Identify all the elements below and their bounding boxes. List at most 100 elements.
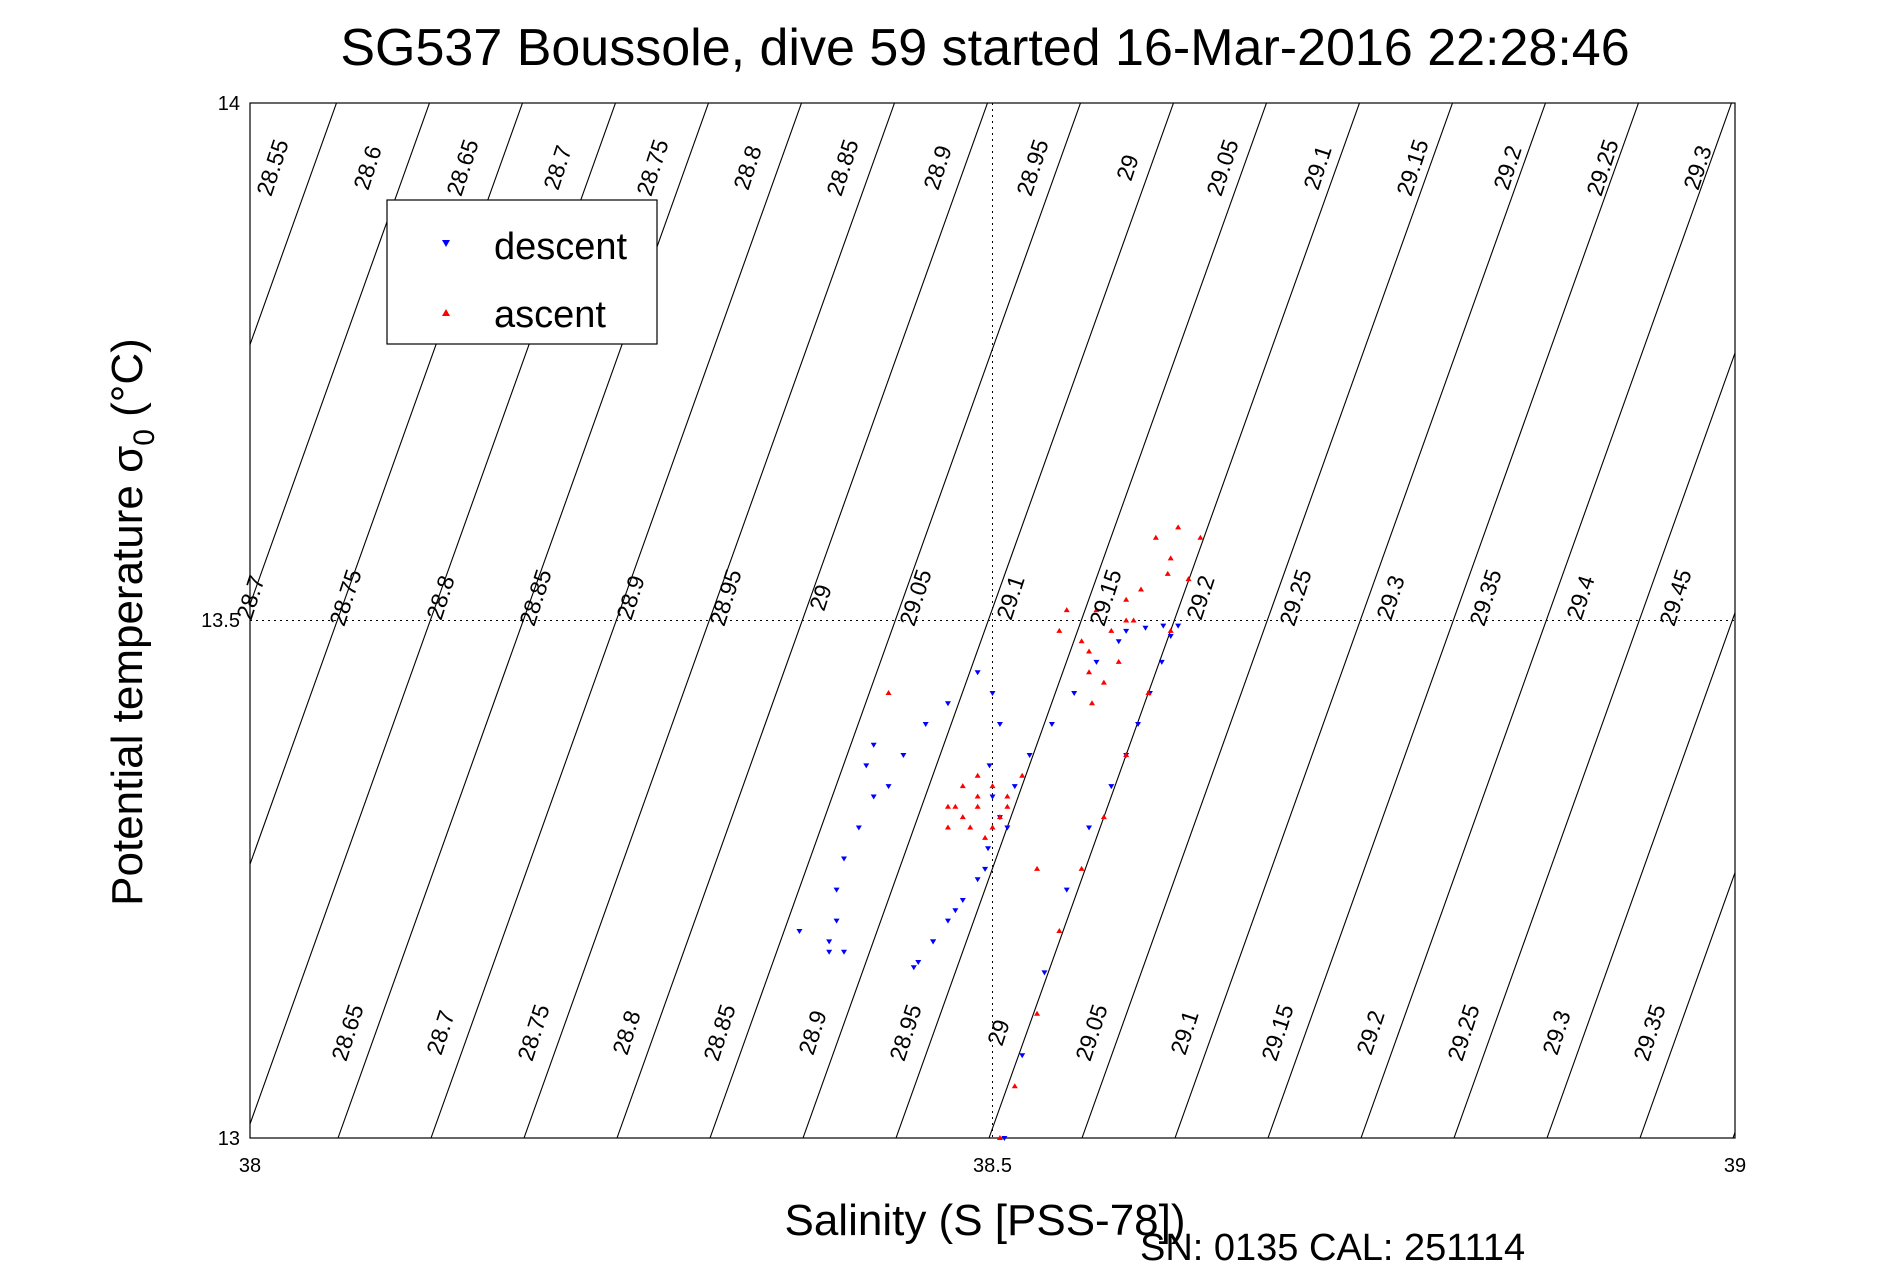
- contour-label: 28.7: [231, 572, 270, 623]
- descent-point: [1135, 722, 1142, 727]
- ascent-point: [1123, 617, 1130, 623]
- descent-point: [974, 670, 981, 676]
- descent-point: [982, 866, 989, 872]
- descent-point: [1011, 784, 1018, 790]
- isopycnal-line: [616, 103, 989, 1138]
- contour-label: 28.65: [326, 1001, 369, 1064]
- descent-point: [1175, 623, 1182, 629]
- isopycnal-line: [895, 103, 1268, 1138]
- contour-label: 29: [804, 581, 837, 613]
- descent-point: [796, 929, 803, 934]
- contour-label: 28.85: [514, 566, 557, 629]
- contour-label: 29.35: [1464, 566, 1507, 629]
- contour-label: 29.25: [1442, 1001, 1485, 1064]
- descent-point: [996, 722, 1003, 727]
- plot-area: [249, 102, 1736, 1141]
- ascent-point: [1011, 1083, 1018, 1089]
- ascent-point: [1100, 814, 1107, 820]
- contour-label: 29.1: [991, 572, 1030, 623]
- descent-point: [833, 887, 840, 893]
- descent-point: [944, 918, 951, 924]
- ascent-point: [1004, 793, 1011, 799]
- ascent-point: [959, 814, 966, 820]
- ascent-point: [944, 824, 951, 830]
- ascent-point: [944, 803, 951, 809]
- contour-label: 28.75: [512, 1001, 555, 1064]
- contour-label: 28.95: [884, 1001, 927, 1064]
- x-tick-label: 38.5: [973, 1155, 1012, 1177]
- ascent-point: [996, 814, 1003, 820]
- descent-point: [974, 877, 981, 883]
- isopycnal-line: [523, 103, 896, 1138]
- ascent-point: [974, 803, 981, 809]
- ascent-point: [989, 783, 996, 789]
- contour-label: 29.3: [1537, 1007, 1576, 1058]
- descent-point: [1093, 659, 1100, 665]
- y-axis-label-suffix: (°C): [103, 338, 152, 429]
- ascent-point: [1086, 669, 1093, 675]
- isopycnal-contours: [250, 103, 1735, 1138]
- x-tick-label: 38: [239, 1155, 261, 1177]
- contour-label: 29.15: [1256, 1001, 1299, 1064]
- ascent-point: [952, 803, 959, 809]
- ascent-point: [1164, 570, 1171, 576]
- ascent-point: [989, 824, 996, 830]
- descent-point: [1108, 784, 1115, 790]
- contour-label: 28.85: [698, 1001, 741, 1064]
- isopycnal-line: [1360, 103, 1733, 1138]
- ascent-point: [974, 772, 981, 778]
- ascent-point: [1175, 524, 1182, 530]
- isopycnal-line: [1081, 103, 1454, 1138]
- descent-point: [826, 949, 833, 955]
- legend: descent ascent: [386, 199, 658, 345]
- contour-label: 28.7: [421, 1007, 460, 1058]
- descent-point: [1041, 970, 1048, 976]
- ascent-point: [1056, 627, 1063, 633]
- descent-point: [870, 742, 877, 748]
- ascent-point: [974, 793, 981, 799]
- contour-label: 29.4: [1561, 572, 1600, 623]
- descent-point: [870, 794, 877, 800]
- ascent-point: [1086, 648, 1093, 654]
- contour-label: 28.75: [324, 566, 367, 629]
- contour-label: 29.05: [1201, 136, 1244, 199]
- ascent-point: [1185, 576, 1192, 582]
- contour-label: 29.1: [1165, 1007, 1204, 1058]
- contour-label: 28.75: [631, 136, 674, 199]
- ascent-point: [1138, 586, 1144, 592]
- contour-label: 29.3: [1678, 142, 1717, 193]
- descent-point: [826, 939, 833, 945]
- descent-point: [910, 965, 917, 971]
- descent-point: [989, 794, 996, 800]
- descent-point: [1167, 634, 1174, 640]
- isopycnal-line: [430, 103, 803, 1138]
- ascent-point: [1167, 627, 1174, 633]
- y-axis-label-subscript: 0: [128, 429, 161, 446]
- descent-point: [989, 690, 996, 696]
- isopycnal-line: [1267, 103, 1640, 1138]
- contour-label: 29.35: [1628, 1001, 1671, 1064]
- ascent-point: [996, 1135, 1003, 1140]
- descent-point: [1142, 625, 1149, 631]
- contour-label: 29: [1111, 151, 1144, 183]
- isopycnal-line: [1453, 351, 1735, 1138]
- isopycnal-line: [250, 103, 431, 607]
- contour-label: 28.9: [611, 572, 650, 623]
- ascent-point: [1130, 617, 1137, 623]
- ascent-point: [1004, 803, 1011, 809]
- isopycnal-line: [1639, 870, 1735, 1138]
- ascent-point: [1123, 752, 1130, 758]
- descent-point: [952, 908, 959, 914]
- ascent-point: [1115, 658, 1122, 664]
- descent-point: [1158, 659, 1165, 665]
- descent-point: [1086, 825, 1093, 831]
- descent-point: [985, 846, 992, 852]
- legend-descent-label: descent: [494, 226, 628, 268]
- descent-point: [944, 701, 951, 707]
- contour-label: 28.8: [728, 142, 767, 193]
- contour-label: 28.95: [1011, 136, 1054, 199]
- descent-point: [841, 949, 847, 955]
- descent-point: [1019, 1053, 1026, 1059]
- descent-point: [833, 918, 840, 924]
